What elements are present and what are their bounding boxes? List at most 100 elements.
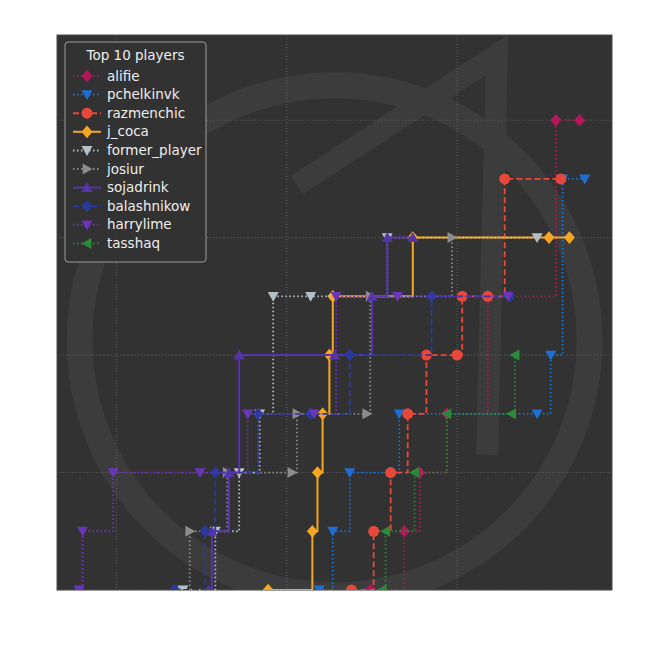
chart: Top 10 players alifie pchelkinvk razmenchic… (0, 0, 650, 650)
legend-title: Top 10 players (85, 47, 184, 63)
point (314, 586, 325, 590)
legend-marker (82, 220, 93, 230)
point (382, 232, 393, 242)
point (532, 233, 543, 243)
point (544, 231, 555, 244)
series (74, 292, 514, 590)
series-line (174, 296, 509, 590)
legend-box (65, 42, 206, 262)
series (173, 232, 457, 590)
point (545, 351, 556, 361)
legend-label: tasshaq (107, 235, 160, 251)
series (346, 173, 566, 590)
point (242, 409, 253, 419)
legend-label: alifie (107, 68, 140, 84)
point (392, 292, 403, 302)
point (234, 350, 245, 360)
series-line (178, 238, 452, 590)
point (509, 350, 519, 361)
point (579, 174, 590, 184)
point (288, 467, 298, 478)
legend-label: balashnikow (107, 198, 190, 214)
watermark-shape (297, 55, 497, 455)
legend-marker (82, 146, 93, 156)
legend-marker (82, 70, 93, 83)
series (169, 290, 515, 590)
point (532, 409, 543, 419)
series (365, 114, 585, 590)
point (77, 527, 88, 537)
legend-label: sojadrink (107, 179, 169, 195)
series-line (183, 238, 537, 590)
series-line (79, 296, 508, 590)
legend-marker (82, 182, 93, 192)
point (169, 584, 180, 590)
point (307, 525, 318, 538)
point (426, 290, 437, 303)
point (506, 408, 516, 419)
point (268, 292, 279, 302)
legend-marker (82, 238, 92, 249)
point (210, 466, 221, 479)
series (177, 233, 542, 590)
legend-label: razmenchic (107, 105, 185, 121)
point (252, 407, 263, 420)
point (346, 585, 357, 591)
point (74, 586, 85, 590)
data (74, 114, 591, 590)
point (448, 232, 458, 243)
point (452, 350, 463, 361)
point (362, 408, 372, 419)
point (564, 231, 575, 244)
point (377, 585, 387, 591)
legend-label: harrylime (107, 216, 172, 232)
point (409, 467, 419, 478)
point (574, 114, 585, 127)
point (555, 173, 566, 184)
legend-label: former_player (107, 142, 202, 158)
series-line (352, 179, 561, 590)
series-line (209, 238, 413, 590)
series-line (268, 238, 569, 590)
series (377, 350, 520, 590)
point (185, 526, 195, 537)
legend-marker (82, 90, 93, 100)
point (305, 292, 316, 302)
point (385, 467, 396, 478)
legend-label: pchelkinvk (107, 86, 180, 102)
point (550, 114, 561, 127)
x-grid-line (286, 35, 287, 590)
point (503, 292, 514, 302)
point (368, 526, 379, 537)
point (499, 173, 510, 184)
point (309, 409, 320, 419)
point (344, 349, 355, 362)
series (314, 174, 591, 590)
series-line (382, 355, 515, 590)
point (200, 525, 211, 538)
point (331, 292, 342, 302)
point (366, 291, 377, 301)
point (402, 408, 413, 419)
point (195, 468, 206, 478)
point (441, 408, 451, 419)
point (380, 526, 390, 537)
legend: Top 10 players alifie pchelkinvk razmenchic… (65, 42, 206, 262)
point (312, 466, 323, 479)
series (263, 231, 575, 590)
plot-frame (57, 35, 612, 590)
point (329, 350, 340, 360)
legend-marker (82, 125, 93, 138)
point (344, 468, 355, 478)
legend-marker (83, 164, 93, 175)
point (263, 584, 274, 590)
x-grid-line (457, 35, 458, 590)
legend-marker (82, 108, 93, 119)
y-grid-line (57, 472, 612, 473)
point (407, 232, 418, 242)
legend-label: josiur (106, 161, 144, 177)
point (327, 527, 338, 537)
legend-label: j_coca (106, 123, 149, 139)
point (108, 468, 119, 478)
legend-marker (82, 200, 93, 213)
